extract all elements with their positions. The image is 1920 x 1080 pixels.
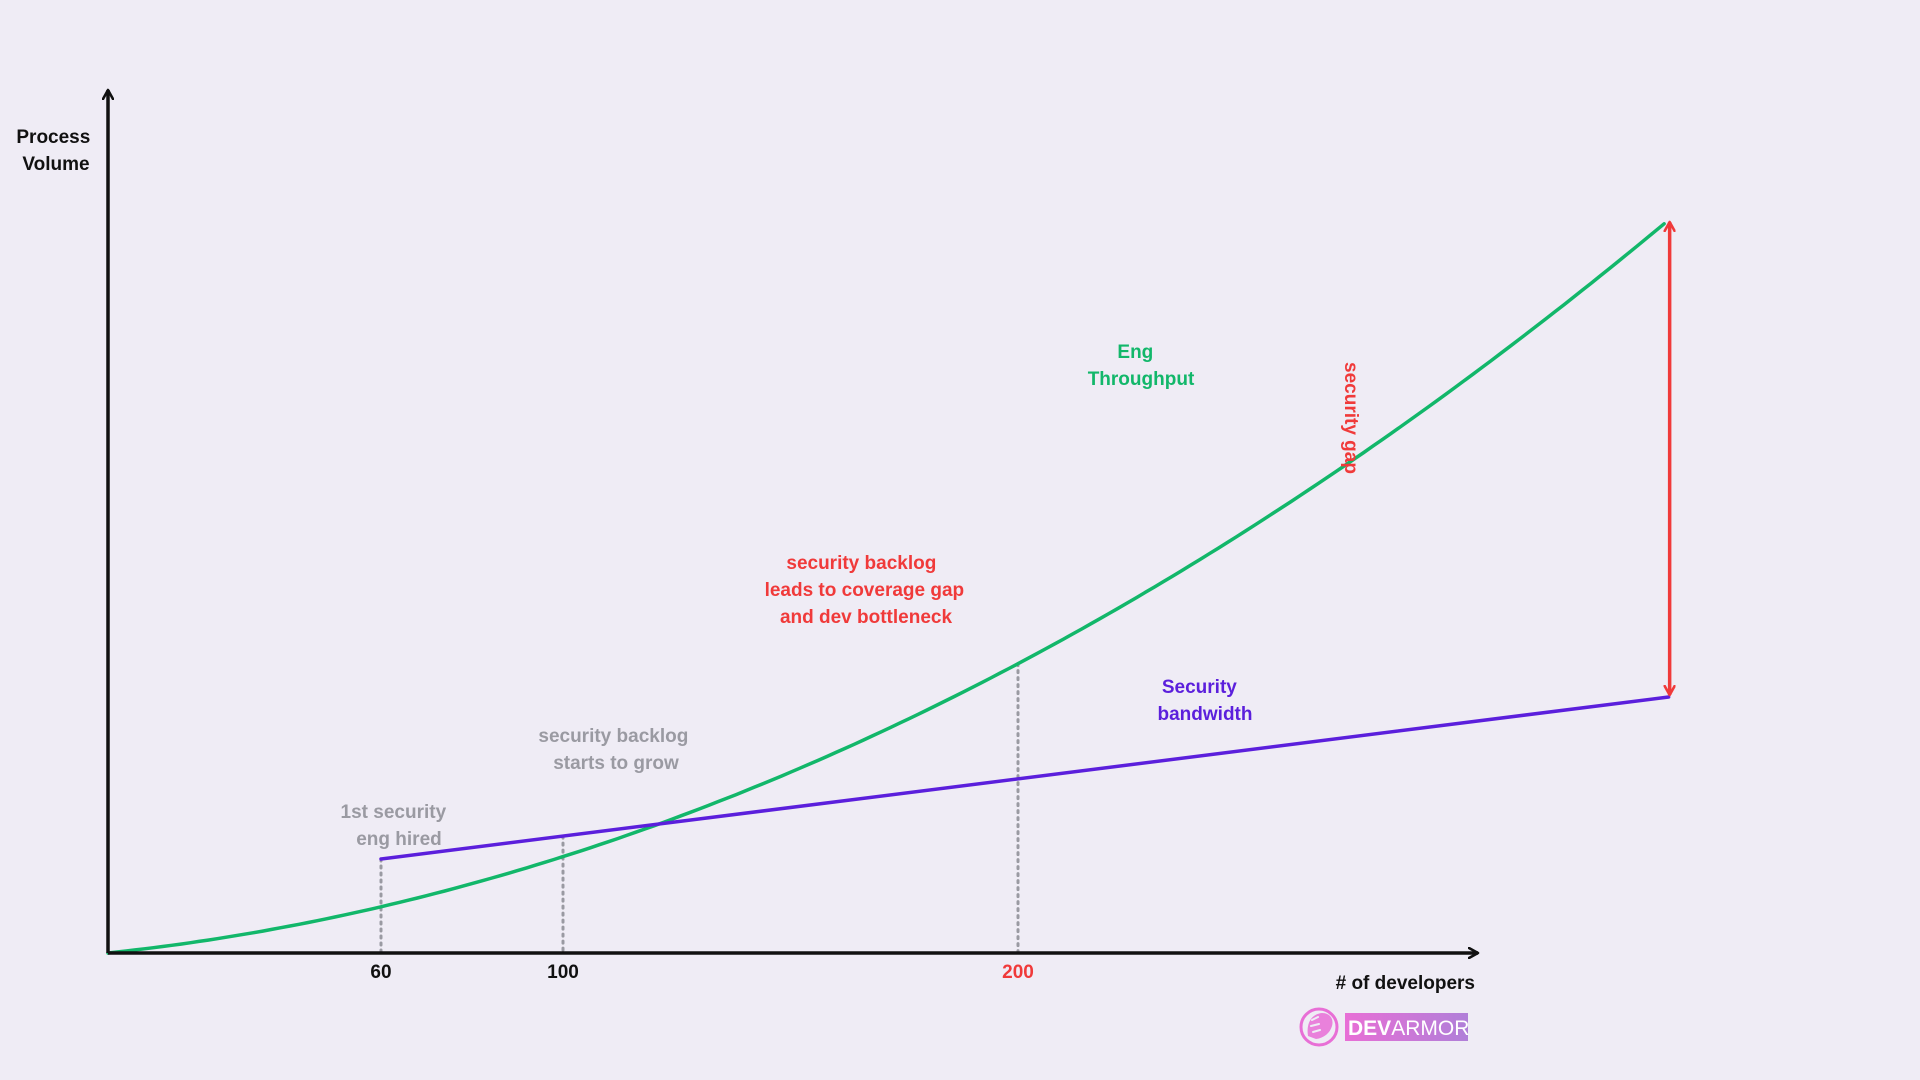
annotation-line: 1st security — [341, 802, 447, 823]
annotation-line: security backlog — [538, 726, 688, 747]
x-tick-labels: 60 100 200 — [370, 962, 1033, 983]
annotation-first-hire: 1st security eng hired — [341, 802, 452, 850]
series-label-security-bandwidth: Security bandwidth — [1158, 677, 1253, 725]
series-label-line: bandwidth — [1158, 704, 1253, 725]
annotation-line: security backlog — [786, 553, 936, 574]
logo-brand-b: ARMOR — [1391, 1017, 1469, 1040]
security-gap-label: security gap — [1340, 362, 1361, 474]
x-tick-label: 60 — [370, 962, 391, 983]
devarmor-logo: DEVARMOR — [1299, 1007, 1469, 1047]
annotation-line: eng hired — [356, 829, 442, 850]
guide-lines — [379, 662, 1020, 955]
annotation-coverage-gap: security backlog leads to coverage gap a… — [765, 553, 970, 628]
series-label-line: Security — [1162, 677, 1237, 698]
series-label-line: Eng — [1117, 342, 1153, 363]
annotation-line: and dev bottleneck — [780, 607, 953, 628]
series-label-line: Throughput — [1088, 369, 1195, 390]
y-axis-title-line: Volume — [22, 154, 89, 175]
x-tick-label: 200 — [1002, 962, 1034, 983]
y-axis-title-line: Process — [16, 127, 90, 148]
y-axis-title: Process Volume — [16, 127, 95, 175]
x-tick-label: 100 — [547, 962, 579, 983]
logo-wordmark: DEVARMOR — [1348, 1017, 1469, 1040]
x-axis-title: # of developers — [1336, 973, 1475, 994]
series-label-eng-throughput: Eng Throughput — [1088, 342, 1195, 390]
logo-wordmark-bg — [1345, 1013, 1468, 1041]
annotation-backlog-grows: security backlog starts to grow — [538, 726, 693, 774]
annotation-line: starts to grow — [553, 753, 679, 774]
annotation-line: leads to coverage gap — [765, 580, 965, 601]
logo-brand-a: DEV — [1348, 1017, 1391, 1040]
lion-head-icon — [1299, 1007, 1339, 1047]
series-line-eng-throughput — [106, 222, 1666, 955]
series-line-security-bandwidth — [379, 695, 1671, 861]
